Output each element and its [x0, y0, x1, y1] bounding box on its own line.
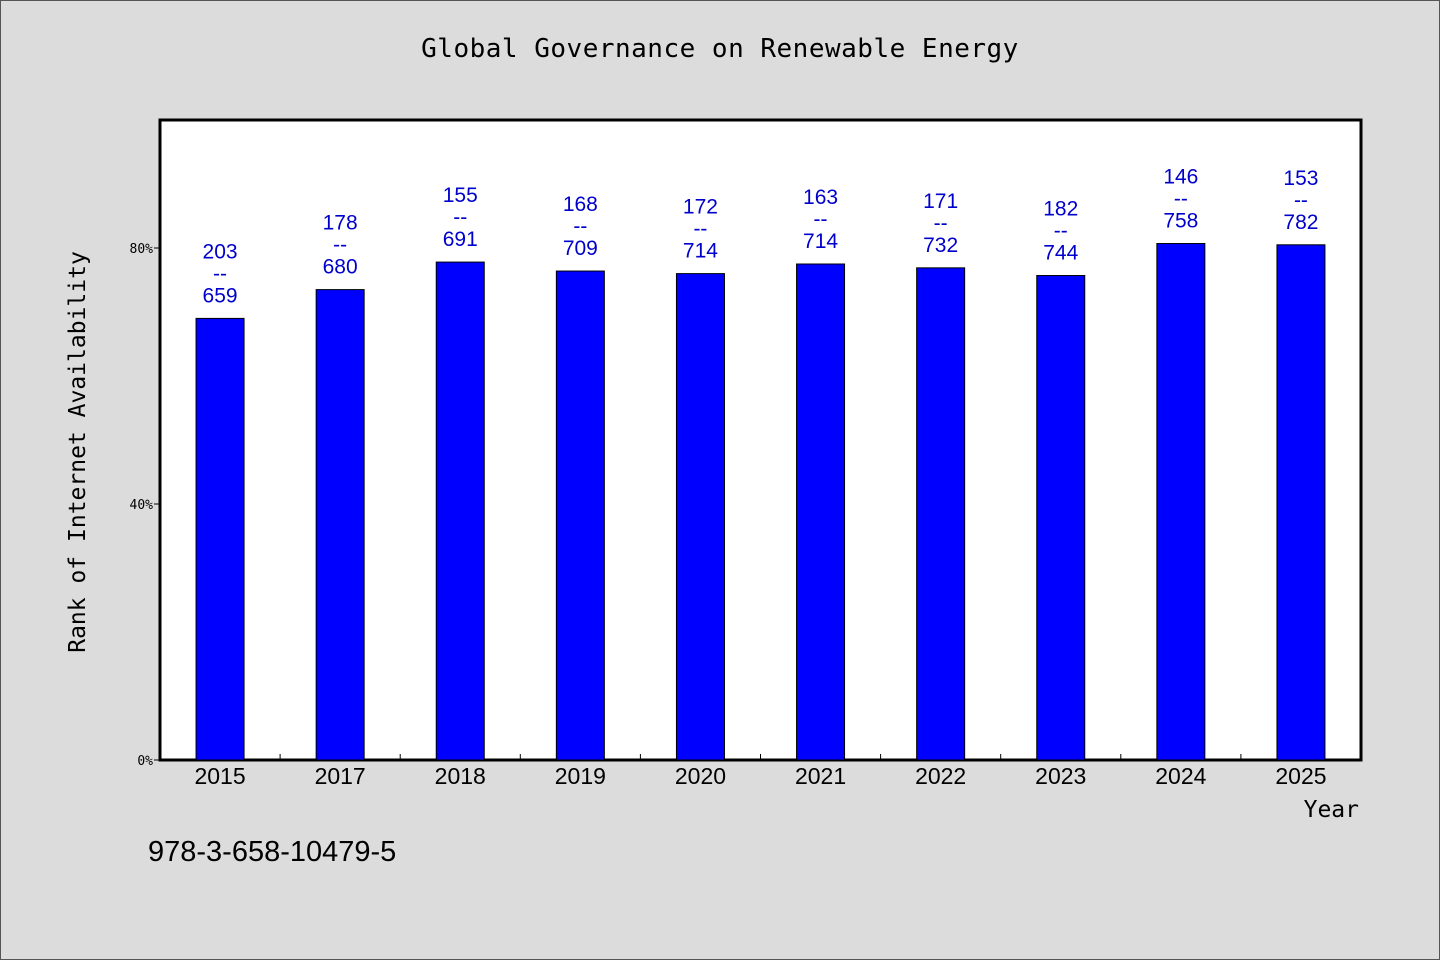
data-label: -- — [814, 208, 828, 231]
x-tick-label: 2017 — [315, 763, 366, 789]
data-label: 744 — [1043, 242, 1078, 265]
y-axis-label: Rank of Internet Availability — [65, 251, 91, 653]
data-label: 172 — [683, 196, 718, 219]
y-tick-label: 80% — [130, 242, 154, 257]
y-tick-label: 0% — [137, 754, 153, 769]
data-label: 709 — [563, 237, 598, 260]
data-label: -- — [573, 215, 587, 238]
bar — [1036, 275, 1086, 761]
bar — [435, 261, 485, 761]
bar — [675, 273, 725, 761]
x-tick-label: 2015 — [194, 763, 245, 789]
data-label: 782 — [1283, 211, 1318, 234]
x-tick-label: 2021 — [795, 763, 846, 789]
data-label: -- — [934, 212, 948, 235]
data-label: 182 — [1043, 198, 1078, 221]
data-label: 203 — [203, 240, 238, 263]
x-tick-label: 2023 — [1035, 763, 1086, 789]
bar — [916, 267, 966, 761]
bar — [555, 270, 605, 761]
data-label: 155 — [443, 184, 478, 207]
data-label: 171 — [923, 190, 958, 213]
data-label: 758 — [1163, 210, 1198, 233]
data-label: 153 — [1283, 167, 1318, 190]
data-label: 659 — [203, 284, 238, 307]
bar — [796, 263, 846, 761]
bar — [315, 289, 365, 761]
data-label: 680 — [323, 256, 358, 279]
data-label: -- — [693, 218, 707, 241]
isbn-label: 978-3-658-10479-5 — [148, 836, 397, 868]
bar — [1156, 243, 1206, 761]
data-label: 714 — [803, 230, 838, 253]
x-tick-label: 2024 — [1155, 763, 1206, 789]
data-label: 714 — [683, 240, 718, 263]
x-tick-label: 2022 — [915, 763, 966, 789]
data-label: -- — [1174, 188, 1188, 211]
data-label: -- — [1054, 220, 1068, 243]
x-tick-label: 2019 — [555, 763, 606, 789]
data-label: 178 — [323, 212, 358, 235]
data-label: -- — [333, 234, 347, 257]
x-tick-label: 2018 — [435, 763, 486, 789]
data-label: 146 — [1163, 166, 1198, 189]
x-tick-label: 2020 — [675, 763, 726, 789]
data-label: -- — [1294, 189, 1308, 212]
x-axis-label: Year — [1304, 797, 1359, 823]
data-label: 168 — [563, 193, 598, 216]
bar — [195, 317, 245, 761]
data-label: 163 — [803, 186, 838, 209]
bar — [1276, 244, 1326, 761]
data-label: 691 — [443, 228, 478, 251]
data-label: 732 — [923, 234, 958, 257]
x-tick-label: 2025 — [1275, 763, 1326, 789]
chart-title: Global Governance on Renewable Energy — [421, 34, 1019, 64]
y-tick-label: 40% — [130, 498, 154, 513]
data-label: -- — [213, 262, 227, 285]
data-label: -- — [453, 206, 467, 229]
